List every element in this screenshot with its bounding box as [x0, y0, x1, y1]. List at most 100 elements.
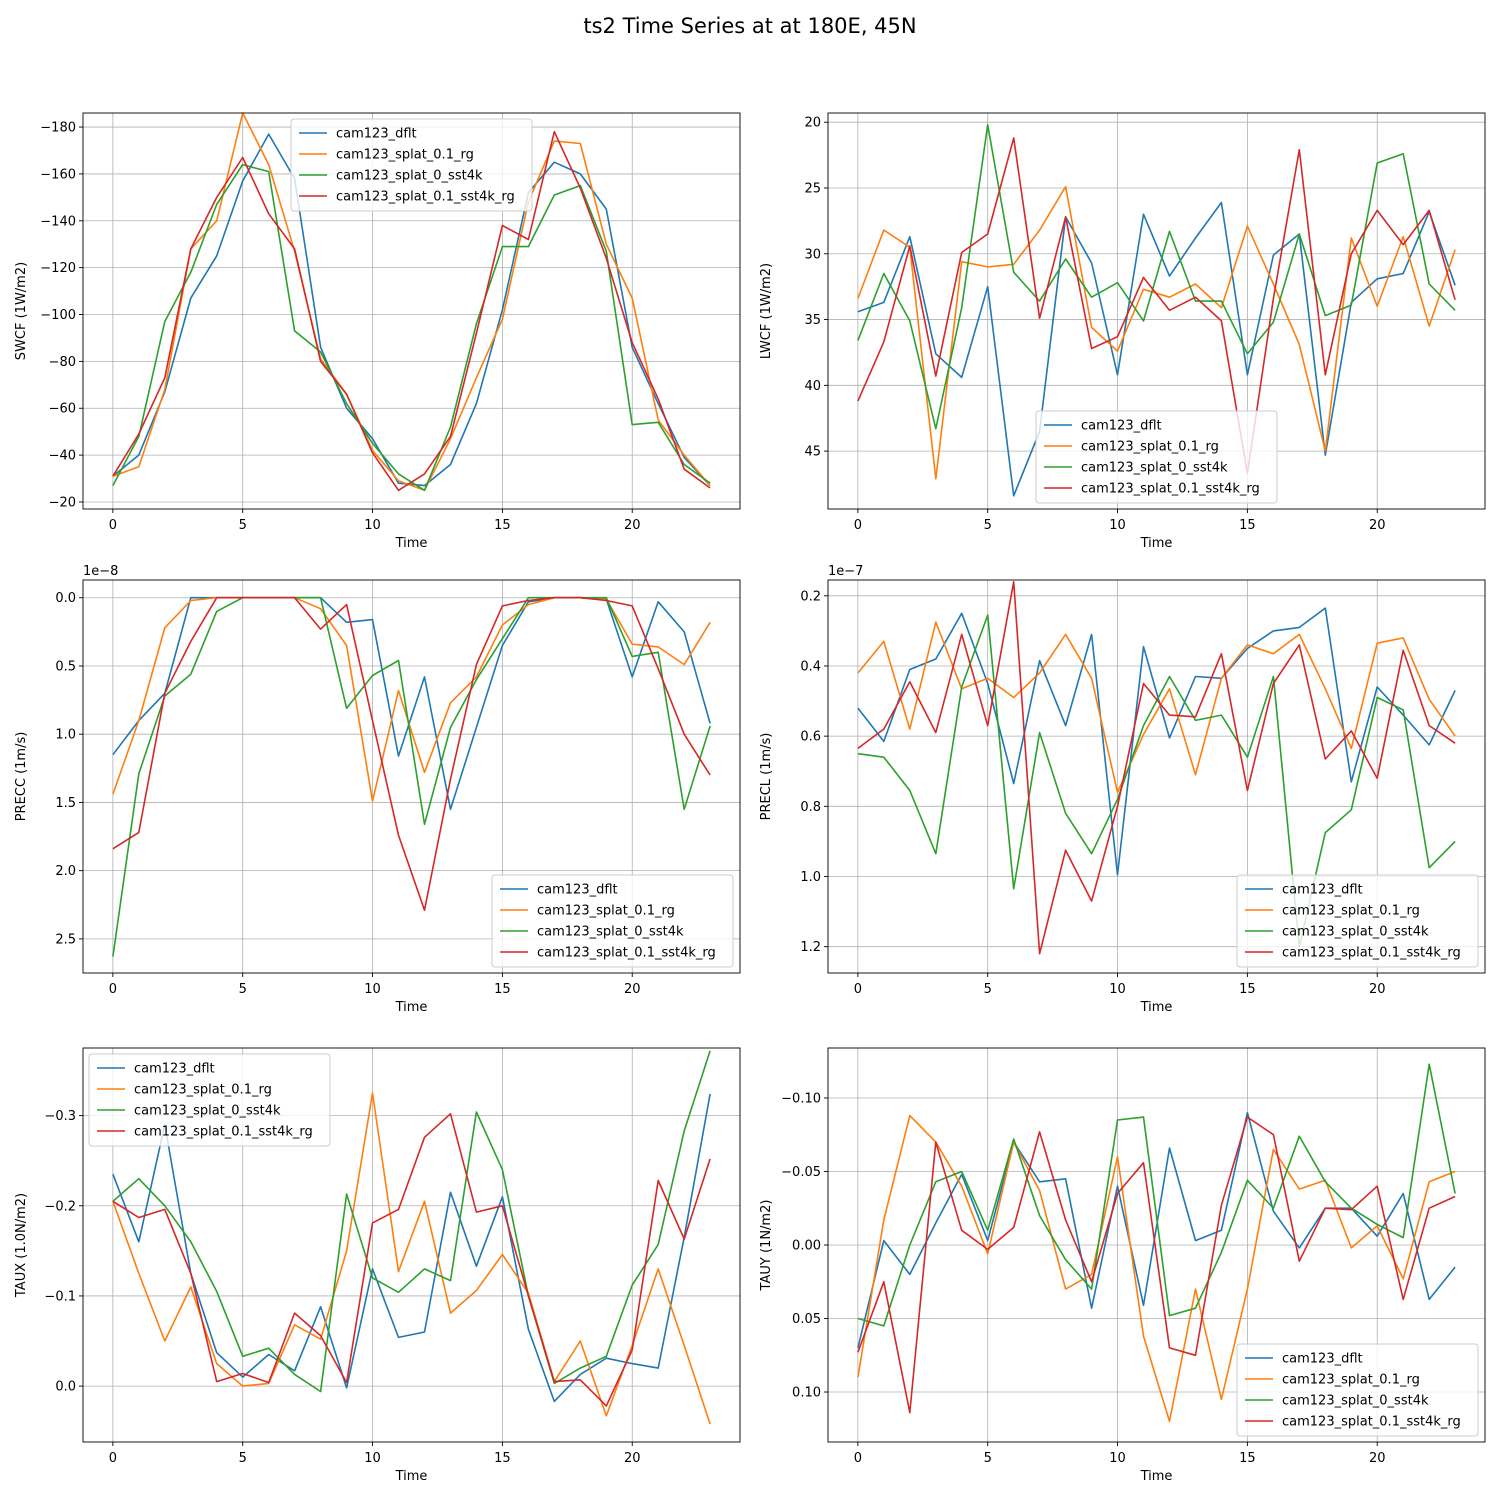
x-tick-label: 10	[1109, 982, 1126, 997]
legend-label: cam123_splat_0.1_sst4k_rg	[1282, 1415, 1461, 1430]
x-tick-label: 15	[1239, 982, 1256, 997]
y-tick-label: 0.6	[800, 730, 821, 745]
x-tick-label: 5	[984, 1451, 992, 1466]
y-tick-label: −0.3	[44, 1109, 76, 1124]
legend-label: cam123_dflt	[1282, 1352, 1363, 1367]
x-tick-label: 5	[239, 982, 247, 997]
legend-label: cam123_splat_0.1_rg	[336, 148, 474, 163]
y-tick-label: −140	[40, 214, 76, 229]
x-tick-label: 20	[624, 1451, 641, 1466]
series-line-cam123_dflt	[857, 201, 1456, 497]
y-tick-label: 0.2	[800, 589, 821, 604]
axes-frame	[827, 579, 1486, 974]
x-tick-label: 0	[854, 518, 862, 533]
y-tick-label: −100	[40, 308, 76, 323]
series-line-cam123_dflt	[112, 133, 711, 487]
series-line-cam123_splat_0.1_rg	[857, 621, 1456, 794]
series-line-cam123_splat_0_sst4k	[112, 596, 711, 957]
legend-box	[1236, 874, 1479, 968]
x-tick-label: 0	[109, 1451, 117, 1466]
x-tick-label: 0	[109, 518, 117, 533]
y-axis-label: TAUY (1N/m2)	[759, 1200, 774, 1292]
legend-label: cam123_splat_0.1_rg	[537, 904, 675, 919]
y-tick-label: −120	[40, 261, 76, 276]
y-tick-label: −0.1	[44, 1289, 76, 1304]
legend: cam123_dflt cam123_splat_0.1_rg cam123_spl…	[290, 118, 533, 212]
legend-box	[290, 118, 533, 212]
y-axis-label: LWCF (1W/m2)	[759, 263, 774, 359]
x-tick-label: 10	[364, 1451, 381, 1466]
series-line-cam123_splat_0.1_sst4k_rg	[857, 1116, 1456, 1414]
legend-label: cam123_splat_0.1_sst4k_rg	[336, 190, 515, 205]
legend-label: cam123_splat_0_sst4k	[336, 169, 483, 184]
series-line-cam123_splat_0_sst4k	[112, 1050, 711, 1393]
y-tick-label: 2.5	[55, 932, 76, 947]
legend-label: cam123_dflt	[537, 883, 618, 898]
y-axis-label: TAUX (1.0N/m2)	[14, 1193, 29, 1298]
y-tick-label: 1.5	[55, 796, 76, 811]
x-tick-label: 20	[1369, 982, 1386, 997]
y-tick-label: −40	[49, 449, 76, 464]
x-tick-label: 20	[624, 982, 641, 997]
y-tick-label: 45	[804, 445, 821, 460]
x-tick-label: 20	[1369, 1451, 1386, 1466]
legend-label: cam123_splat_0.1_sst4k_rg	[134, 1125, 313, 1140]
x-axis-label: Time	[1140, 1000, 1173, 1015]
legend: cam123_dflt cam123_splat_0.1_rg cam123_spl…	[491, 874, 734, 968]
series-line-cam123_splat_0_sst4k	[857, 124, 1456, 430]
x-tick-label: 5	[984, 982, 992, 997]
legend: cam123_dflt cam123_splat_0.1_rg cam123_spl…	[1236, 874, 1479, 968]
y-tick-label: −80	[49, 355, 76, 370]
axis-offset-label: 1e−7	[828, 564, 863, 579]
series-line-cam123_splat_0.1_rg	[857, 1114, 1456, 1423]
x-tick-label: 15	[494, 518, 511, 533]
subplot-3: 0 5 10 15 20 0.0 0.5 1.0 1.5 2.0 2.5 Time PRECC (1m/…	[14, 564, 741, 1015]
legend-label: cam123_splat_0.1_rg	[1282, 904, 1420, 919]
x-tick-label: 15	[1239, 1451, 1256, 1466]
legend-label: cam123_dflt	[336, 127, 417, 142]
legend-label: cam123_splat_0_sst4k	[134, 1104, 281, 1119]
series-line-cam123_splat_0_sst4k	[857, 614, 1456, 948]
series-line-cam123_splat_0.1_sst4k_rg	[112, 1113, 711, 1407]
x-tick-label: 10	[364, 518, 381, 533]
subplot-6: 0 5 10 15 20 −0.10 −0.05 0.00 0.05 0.10 Time TAUY (…	[759, 1047, 1486, 1484]
legend-label: cam123_splat_0.1_sst4k_rg	[1282, 946, 1461, 961]
x-tick-label: 0	[854, 982, 862, 997]
y-tick-label: 1.2	[800, 940, 821, 955]
x-tick-label: 0	[109, 982, 117, 997]
y-tick-label: −180	[40, 121, 76, 136]
legend-label: cam123_dflt	[1282, 883, 1363, 898]
subplot-2: 0 5 10 15 20 20 25 30 35 40 45 Time LWCF (1W/m2) cam1…	[759, 112, 1486, 551]
y-tick-label: 30	[804, 247, 821, 262]
y-tick-label: 0.8	[800, 800, 821, 815]
x-axis-label: Time	[1140, 1469, 1173, 1484]
y-tick-label: 0.00	[792, 1239, 821, 1254]
series-line-cam123_dflt	[112, 1093, 711, 1403]
y-tick-label: −0.2	[44, 1199, 76, 1214]
subplot-1: 0 5 10 15 20 −180 −160 −140 −120 −100 −80 −60 −40 −20…	[14, 112, 741, 551]
y-tick-label: 25	[804, 181, 821, 196]
legend-label: cam123_splat_0.1_rg	[134, 1083, 272, 1098]
legend-label: cam123_splat_0_sst4k	[537, 925, 684, 940]
legend-label: cam123_splat_0_sst4k	[1282, 925, 1429, 940]
x-tick-label: 5	[239, 518, 247, 533]
subplot-4: 0 5 10 15 20 0.2 0.4 0.6 0.8 1.0 1.2 Time PRECL (1m/…	[759, 564, 1486, 1015]
y-tick-label: 0.10	[792, 1386, 821, 1401]
legend-box	[491, 874, 734, 968]
y-tick-label: 0.5	[55, 659, 76, 674]
x-tick-label: 10	[364, 982, 381, 997]
series-line-cam123_splat_0.1_rg	[112, 112, 711, 492]
x-tick-label: 5	[984, 518, 992, 533]
axes-frame	[827, 112, 1486, 510]
y-axis-label: SWCF (1W/m2)	[14, 262, 29, 360]
series-line-cam123_splat_0_sst4k	[112, 163, 711, 492]
legend-label: cam123_splat_0_sst4k	[1081, 461, 1228, 476]
axes-frame	[82, 1047, 741, 1443]
legend-box	[1035, 410, 1278, 504]
y-tick-label: 0.0	[55, 1380, 76, 1395]
legend: cam123_dflt cam123_splat_0.1_rg cam123_spl…	[88, 1053, 331, 1147]
x-tick-label: 20	[624, 518, 641, 533]
series-line-cam123_splat_0.1_sst4k_rg	[857, 580, 1456, 955]
legend-label: cam123_dflt	[134, 1062, 215, 1077]
